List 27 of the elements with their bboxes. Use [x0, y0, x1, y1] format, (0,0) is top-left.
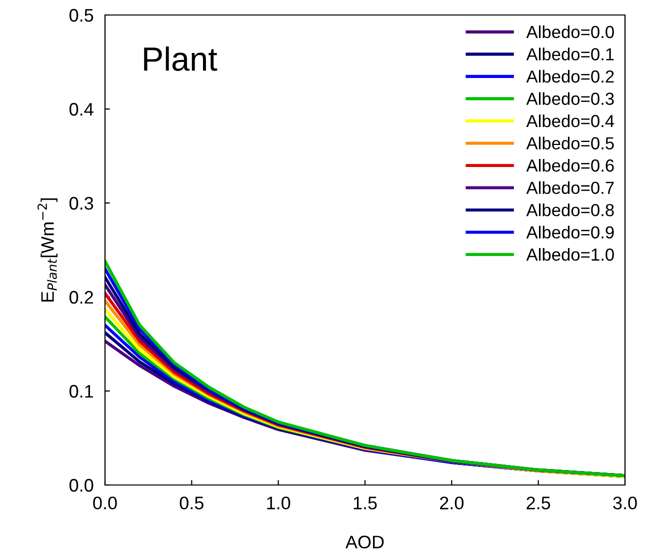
- x-tick-label: 2.0: [440, 496, 464, 510]
- legend-label: Albedo=0.7: [526, 181, 614, 194]
- x-tick-label: 1.5: [354, 496, 377, 510]
- y-tick-label: 0.2: [69, 290, 93, 304]
- legend-label: Albedo=1.0: [526, 248, 614, 261]
- legend-label: Albedo=0.4: [526, 114, 614, 128]
- x-axis-title: AOD: [345, 536, 384, 548]
- y-tick-label: 0.4: [69, 102, 94, 116]
- legend-label: Albedo=0.5: [526, 136, 614, 150]
- annotation: Plant: [144, 46, 218, 71]
- y-axis-title: E$_{Plant}$[Wm$^{−2}$]: [37, 198, 58, 302]
- legend-label: Albedo=0.2: [526, 70, 614, 83]
- y-tick-label: 0.5: [69, 8, 94, 22]
- legend-label: Albedo=0.1: [526, 48, 614, 60]
- legend-label: Albedo=0.8: [526, 204, 614, 216]
- x-tick-label: 3.0: [613, 496, 637, 510]
- legend-label: Albedo=0.9: [526, 226, 614, 239]
- x-tick-label: 1.0: [267, 496, 290, 510]
- x-tick-label: 2.5: [526, 496, 550, 510]
- legend-label: Albedo=0.0: [526, 25, 614, 38]
- legend-label: Albedo=0.3: [526, 92, 614, 105]
- y-tick-label: 0.1: [69, 384, 94, 398]
- legend-label: Albedo=0.6: [526, 158, 614, 172]
- y-tick-label: 0.3: [69, 196, 94, 210]
- y-tick-label: 0.0: [69, 478, 94, 492]
- x-tick-label: 0.0: [93, 496, 117, 510]
- x-tick-label: 0.5: [180, 496, 204, 510]
